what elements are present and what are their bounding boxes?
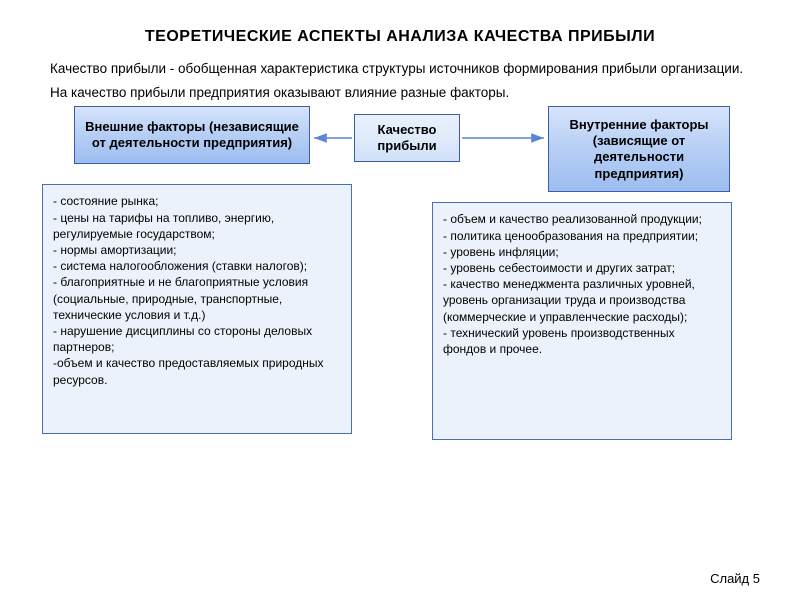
slide-number: Слайд 5 xyxy=(710,571,760,586)
list-item: - уровень себестоимости и других затрат; xyxy=(443,260,721,276)
list-item: -объем и качество предоставляемых природ… xyxy=(53,355,341,387)
list-item: - система налогообложения (ставки налого… xyxy=(53,258,341,274)
external-factors-list: - состояние рынка;- цены на тарифы на то… xyxy=(42,184,352,434)
list-item: - нарушение дисциплины со стороны деловы… xyxy=(53,323,341,355)
box-quality-center: Качество прибыли xyxy=(354,114,460,162)
paragraph-1: Качество прибыли - обобщенная характерис… xyxy=(0,58,800,82)
paragraph-2: На качество прибыли предприятия оказываю… xyxy=(0,82,800,106)
list-item: - технический уровень производственных ф… xyxy=(443,325,721,357)
list-item: - цены на тарифы на топливо, энергию, ре… xyxy=(53,210,341,242)
list-item: - нормы амортизации; xyxy=(53,242,341,258)
internal-factors-list: - объем и качество реализованной продукц… xyxy=(432,202,732,440)
list-item: - политика ценообразования на предприяти… xyxy=(443,228,721,244)
list-item: - качество менеджмента различных уровней… xyxy=(443,276,721,325)
list-item: - уровень инфляции; xyxy=(443,244,721,260)
box-internal-factors: Внутренние факторы (зависящие от деятель… xyxy=(548,106,730,192)
slide-title: ТЕОРЕТИЧЕСКИЕ АСПЕКТЫ АНАЛИЗА КАЧЕСТВА П… xyxy=(0,0,800,58)
list-item: - объем и качество реализованной продукц… xyxy=(443,211,721,227)
box-external-factors: Внешние факторы (независящие от деятельн… xyxy=(74,106,310,164)
list-item: - состояние рынка; xyxy=(53,193,341,209)
list-item: - благоприятные и не благоприятные услов… xyxy=(53,274,341,323)
diagram-area: Внешние факторы (независящие от деятельн… xyxy=(0,106,800,536)
